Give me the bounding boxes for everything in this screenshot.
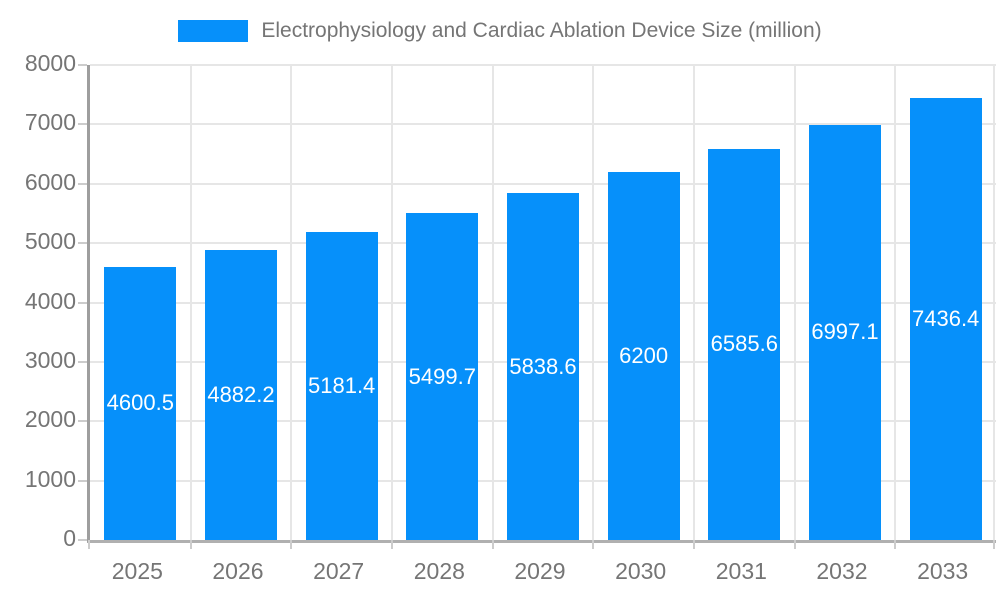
bar-value-2026: 4882.2 xyxy=(207,382,275,408)
legend-swatch xyxy=(178,20,249,42)
x-tick-5 xyxy=(592,540,594,549)
x-axis-label-2026: 2026 xyxy=(212,558,264,584)
gridline-x-7 xyxy=(794,65,796,540)
x-axis-label-2033: 2033 xyxy=(917,558,969,584)
gridline-x-1 xyxy=(190,65,192,540)
x-tick-9 xyxy=(993,540,995,549)
gridline-x-4 xyxy=(492,65,494,540)
bar-2029: 5838.6 xyxy=(506,193,579,540)
bar-2026: 4882.2 xyxy=(204,250,277,540)
x-tick-7 xyxy=(794,540,796,549)
y-tick-7000 xyxy=(78,123,87,126)
y-tick-2000 xyxy=(78,420,87,423)
y-axis-label-2000: 2000 xyxy=(24,406,76,433)
y-tick-6000 xyxy=(78,182,87,185)
gridline-x-8 xyxy=(894,65,896,540)
gridline-x-9 xyxy=(993,65,995,540)
gridline-y-8000 xyxy=(90,64,996,66)
bar-2028: 5499.7 xyxy=(406,213,479,540)
bar-slot-2030: 6200 xyxy=(593,65,694,540)
x-axis-label-2031: 2031 xyxy=(715,558,767,584)
bar-2030: 6200 xyxy=(607,171,680,540)
y-tick-1000 xyxy=(78,479,87,482)
gridline-x-5 xyxy=(592,65,594,540)
bar-2032: 6997.1 xyxy=(808,124,881,540)
chart-title: Electrophysiology and Cardiac Ablation D… xyxy=(261,19,822,42)
bar-value-2033: 7436.4 xyxy=(912,306,980,332)
x-tick-0 xyxy=(88,540,90,549)
bar-slot-2029: 5838.6 xyxy=(493,65,594,540)
x-axis-label-2030: 2030 xyxy=(615,558,667,584)
bar-slot-2025: 4600.5 xyxy=(90,65,191,540)
y-axis-label-8000: 8000 xyxy=(24,50,76,76)
x-axis-label-2029: 2029 xyxy=(514,558,566,584)
bar-2031: 6585.6 xyxy=(708,148,781,540)
gridline-x-3 xyxy=(391,65,393,540)
x-tick-8 xyxy=(894,540,896,549)
bar-value-2027: 5181.4 xyxy=(308,373,376,399)
bar-value-2029: 5838.6 xyxy=(509,353,577,379)
x-axis-label-2027: 2027 xyxy=(313,558,365,584)
x-tick-4 xyxy=(492,540,494,549)
bar-2027: 5181.4 xyxy=(305,232,378,540)
y-axis-label-6000: 6000 xyxy=(24,168,76,195)
x-axis-label-2028: 2028 xyxy=(413,558,465,584)
bar-slot-2031: 6585.6 xyxy=(694,65,795,540)
y-tick-5000 xyxy=(78,242,87,245)
bar-slot-2027: 5181.4 xyxy=(291,65,392,540)
y-tick-0 xyxy=(78,539,87,541)
x-axis-label-2032: 2032 xyxy=(816,558,868,584)
gridline-y-6000 xyxy=(90,182,996,185)
y-axis-label-7000: 7000 xyxy=(24,109,76,136)
bar-value-2030: 6200 xyxy=(619,342,669,368)
y-tick-4000 xyxy=(78,301,87,304)
y-axis-label-3000: 3000 xyxy=(24,346,76,373)
x-tick-3 xyxy=(391,540,393,549)
y-axis-label-5000: 5000 xyxy=(24,228,76,255)
x-tick-1 xyxy=(190,540,192,549)
plot-area: 4600.5 4882.2 5181.4 5499.7 5838.6 6200 6585.6… xyxy=(78,64,996,549)
bar-value-2025: 4600.5 xyxy=(106,390,174,416)
y-tick-3000 xyxy=(78,360,87,363)
bar-slot-2028: 5499.7 xyxy=(392,65,493,540)
x-axis-label-2025: 2025 xyxy=(111,558,163,584)
legend: Electrophysiology and Cardiac Ablation D… xyxy=(0,17,1000,45)
gridline-x-6 xyxy=(693,65,695,540)
bar-slot-2033: 7436.4 xyxy=(895,65,996,540)
gridline-x-2 xyxy=(290,65,292,540)
bar-2033: 7436.4 xyxy=(909,98,982,540)
bar-value-2032: 6997.1 xyxy=(811,319,879,345)
bar-value-2031: 6585.6 xyxy=(710,331,778,357)
bar-slot-2032: 6997.1 xyxy=(795,65,896,540)
gridline-y-7000 xyxy=(90,123,996,126)
y-axis-label-0: 0 xyxy=(63,525,76,551)
y-axis-label-1000: 1000 xyxy=(24,465,76,492)
y-axis-label-4000: 4000 xyxy=(24,287,76,314)
x-tick-2 xyxy=(290,540,292,549)
x-tick-6 xyxy=(693,540,695,549)
bar-slot-2026: 4882.2 xyxy=(191,65,292,540)
bar-value-2028: 5499.7 xyxy=(408,363,476,389)
bar-2025: 4600.5 xyxy=(104,266,177,540)
y-tick-8000 xyxy=(78,64,87,66)
